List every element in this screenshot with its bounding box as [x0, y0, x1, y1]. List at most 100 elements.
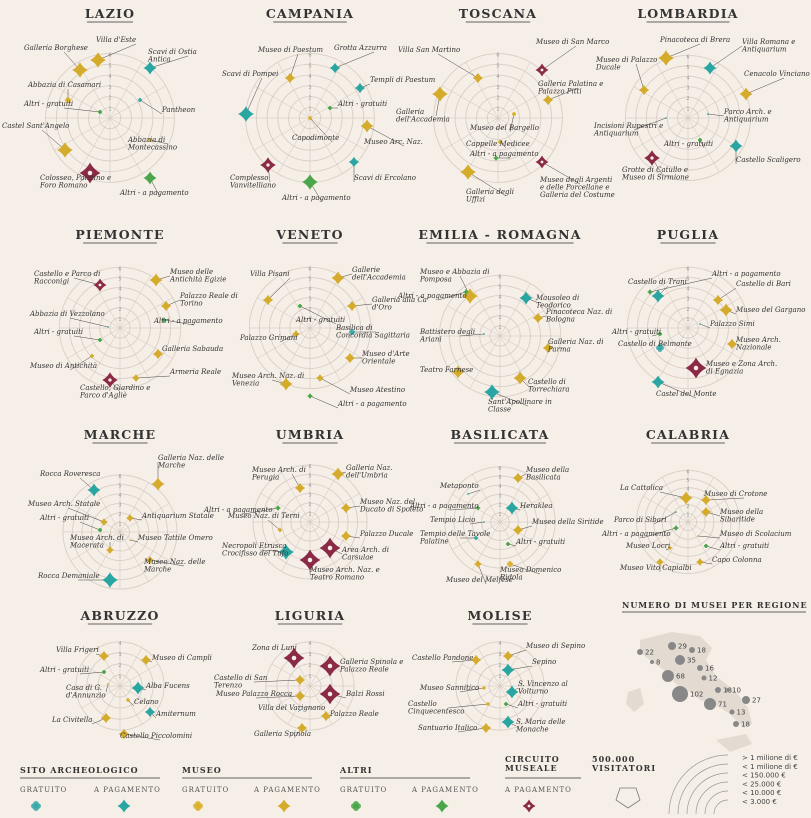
site-mark	[279, 377, 293, 391]
visitors-title: 500.000 VISITATORI	[591, 754, 656, 773]
site-mark	[102, 572, 118, 588]
site-label: Museo Palazzo Rocca	[215, 690, 292, 698]
leader-line	[135, 375, 171, 379]
site-mark	[505, 541, 511, 547]
museum-count-bubble	[668, 642, 676, 650]
site-mark	[140, 654, 152, 666]
site-mark	[651, 289, 665, 303]
site-mark	[319, 655, 341, 677]
museum-count-label: 12	[709, 675, 718, 683]
site-label: Altri - a pagamento	[203, 506, 273, 514]
site-mark	[90, 52, 106, 68]
museum-count-bubble	[697, 665, 703, 671]
site-label: Museo del Melfese	[445, 576, 513, 584]
site-mark	[638, 84, 650, 96]
leader-line	[366, 125, 405, 147]
site-mark	[463, 289, 469, 295]
site-label: Galleria Borghese	[24, 44, 88, 52]
site-label: Mausoleo di Teodorico	[535, 294, 579, 310]
site-mark	[97, 337, 103, 343]
site-mark	[100, 712, 112, 724]
museum-count-bubble	[672, 686, 688, 702]
site-mark	[703, 543, 709, 549]
site-mark	[703, 61, 717, 75]
site-label: Museo Arch. Naz. di Venezia	[231, 372, 304, 388]
revenue-label: > 1 milione di €	[742, 754, 798, 762]
spoke	[687, 477, 714, 523]
spoke	[81, 685, 121, 709]
site-mark	[502, 650, 514, 662]
museum-count-label: 35	[687, 657, 696, 665]
site-label: Villa Romana e Antiquarium	[741, 38, 795, 54]
region-title: ABRUZZO	[79, 608, 159, 623]
ring-tick-label: 2	[118, 307, 121, 313]
ring-tick-label: 5	[686, 65, 689, 71]
spoke	[447, 335, 501, 367]
ring-tick-label: 1	[496, 106, 499, 112]
leader-line	[547, 87, 579, 101]
spoke	[89, 275, 121, 329]
region-title: PUGLIA	[657, 227, 720, 242]
site-mark	[299, 709, 301, 711]
leader-line	[707, 113, 725, 117]
leader-line	[309, 395, 339, 409]
site-mark	[486, 702, 490, 706]
site-mark	[505, 501, 519, 515]
spoke	[260, 521, 311, 551]
spoke	[687, 297, 741, 329]
site-label: S. Maria delle Monache	[515, 718, 566, 734]
leader-line	[641, 527, 677, 539]
site-label: Museo Naz. delle Marche	[143, 558, 206, 574]
spoke	[687, 63, 720, 119]
site-label: Celano	[134, 698, 159, 706]
museum-count-bubble	[715, 687, 721, 693]
spoke	[119, 647, 143, 687]
site-label: Castello di Bari	[736, 280, 791, 288]
spoke	[279, 275, 311, 329]
region-title: CALABRIA	[646, 427, 730, 442]
region-chart-veneto: VENETO 1 2 3 4 5 6 Villa Pisani Gallerie dell'Acc…	[231, 227, 429, 409]
spoke	[119, 327, 173, 359]
leader-line	[477, 563, 487, 585]
site-mark	[483, 521, 485, 523]
spoke	[499, 474, 528, 523]
region-chart-liguria: LIGURIA 1 2 3 4 Zona di Luni Galleria Spinola …	[214, 608, 403, 739]
site-mark	[319, 683, 341, 705]
site-label: Altri - a pagamento	[711, 270, 781, 278]
leader-line	[299, 305, 337, 325]
leader-line	[649, 277, 713, 293]
site-mark	[327, 105, 333, 111]
spoke	[309, 663, 349, 687]
leader-line	[309, 117, 333, 143]
site-label: Amiternum	[155, 710, 196, 718]
site-label: Galleria Naz. dell'Umbria	[346, 464, 393, 480]
region-title: MOLISE	[467, 608, 532, 623]
spoke	[260, 493, 311, 523]
leader-line	[105, 683, 109, 693]
spoke	[309, 62, 343, 119]
site-mark	[512, 524, 524, 536]
spoke	[657, 275, 689, 329]
site-mark	[299, 549, 321, 571]
site-mark	[360, 119, 374, 133]
site-label: Castello Cinquecentesco	[408, 700, 465, 716]
legend-swatch	[277, 799, 291, 813]
site-mark	[98, 650, 110, 662]
leader-line	[699, 323, 711, 329]
legend-group-title: CIRCUITO MUSEALE	[505, 754, 560, 773]
site-label: Villa Frigeri	[56, 646, 99, 654]
ring-tick-label: 2	[498, 503, 501, 509]
spoke	[499, 335, 531, 389]
site-mark	[277, 527, 283, 533]
site-label: Grotte di Catullo e Museo di Sirmione	[621, 166, 689, 182]
legend-swatch	[351, 801, 361, 811]
spoke	[687, 275, 719, 329]
leader-line	[129, 539, 139, 543]
spoke	[70, 503, 121, 533]
leader-line	[697, 535, 721, 539]
site-label: Teatro Farnese	[420, 366, 473, 374]
leader-line	[657, 381, 697, 399]
ring-tick-label: 6	[118, 266, 121, 272]
spoke	[442, 85, 499, 119]
site-label: Altri - gratuiti	[39, 666, 89, 674]
